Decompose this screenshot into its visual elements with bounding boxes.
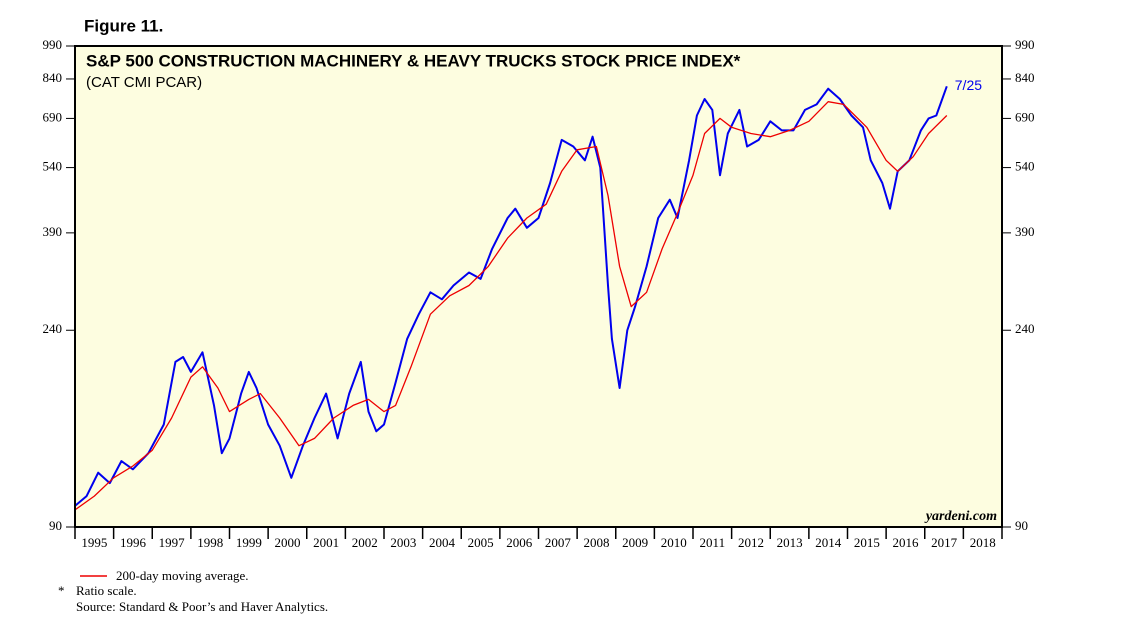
y2-tick-label: 90 [1015, 518, 1028, 533]
y2-tick-label: 540 [1015, 159, 1035, 174]
x-tick-label: 1997 [159, 535, 186, 550]
watermark: yardeni.com [924, 509, 997, 524]
annotation: 7/25 [955, 77, 982, 93]
x-tick-label: 1999 [236, 535, 262, 550]
x-tick-label: 2006 [506, 535, 533, 550]
plot-frame [74, 45, 1003, 528]
y2-tick-label: 990 [1015, 37, 1035, 52]
y2-tick-label: 240 [1015, 321, 1035, 336]
series-line [74, 101, 948, 511]
x-tick-label: 2014 [815, 535, 842, 550]
x-tick-label: 2001 [313, 535, 339, 550]
x-tick-label: 2012 [738, 535, 764, 550]
x-tick-label: 2009 [622, 535, 648, 550]
source: Source: Standard & Poor’s and Haver Anal… [76, 599, 328, 614]
x-tick-label: 2002 [352, 535, 378, 550]
x-tick-label: 1996 [120, 535, 147, 550]
y-tick-label: 840 [43, 70, 63, 85]
y-tick-label: 90 [49, 518, 62, 533]
x-tick-label: 2008 [583, 535, 609, 550]
x-tick-label: 2007 [545, 535, 572, 550]
x-tick-label: 2005 [468, 535, 494, 550]
y-tick-label: 540 [43, 159, 63, 174]
x-tick-label: 2018 [970, 535, 996, 550]
footnote: Ratio scale. [76, 583, 137, 598]
footnote-mark: * [58, 583, 65, 598]
x-tick-label: 2016 [892, 535, 919, 550]
figure-label: Figure 11. [84, 16, 163, 35]
x-tick-label: 2010 [661, 535, 687, 550]
x-tick-label: 2017 [931, 535, 958, 550]
y-tick-label: 690 [43, 109, 63, 124]
x-tick-label: 2000 [274, 535, 300, 550]
x-tick-label: 2015 [854, 535, 880, 550]
y-tick-label: 990 [43, 37, 63, 52]
x-tick-label: 2013 [777, 535, 803, 550]
y2-tick-label: 690 [1015, 109, 1035, 124]
legend-label: 200-day moving average. [116, 568, 248, 583]
chart-title: S&P 500 CONSTRUCTION MACHINERY & HEAVY T… [86, 51, 741, 70]
y2-tick-label: 840 [1015, 70, 1035, 85]
x-tick-label: 2003 [390, 535, 416, 550]
x-tick-label: 1998 [197, 535, 223, 550]
x-tick-label: 2011 [700, 535, 726, 550]
plot-background [75, 46, 1002, 527]
y-tick-label: 240 [43, 321, 63, 336]
x-tick-label: 2004 [429, 535, 456, 550]
series-line [74, 85, 948, 507]
y-tick-label: 390 [43, 224, 63, 239]
y2-tick-label: 390 [1015, 224, 1035, 239]
x-tick-label: 1995 [81, 535, 107, 550]
chart-subtitle: (CAT CMI PCAR) [86, 74, 202, 91]
